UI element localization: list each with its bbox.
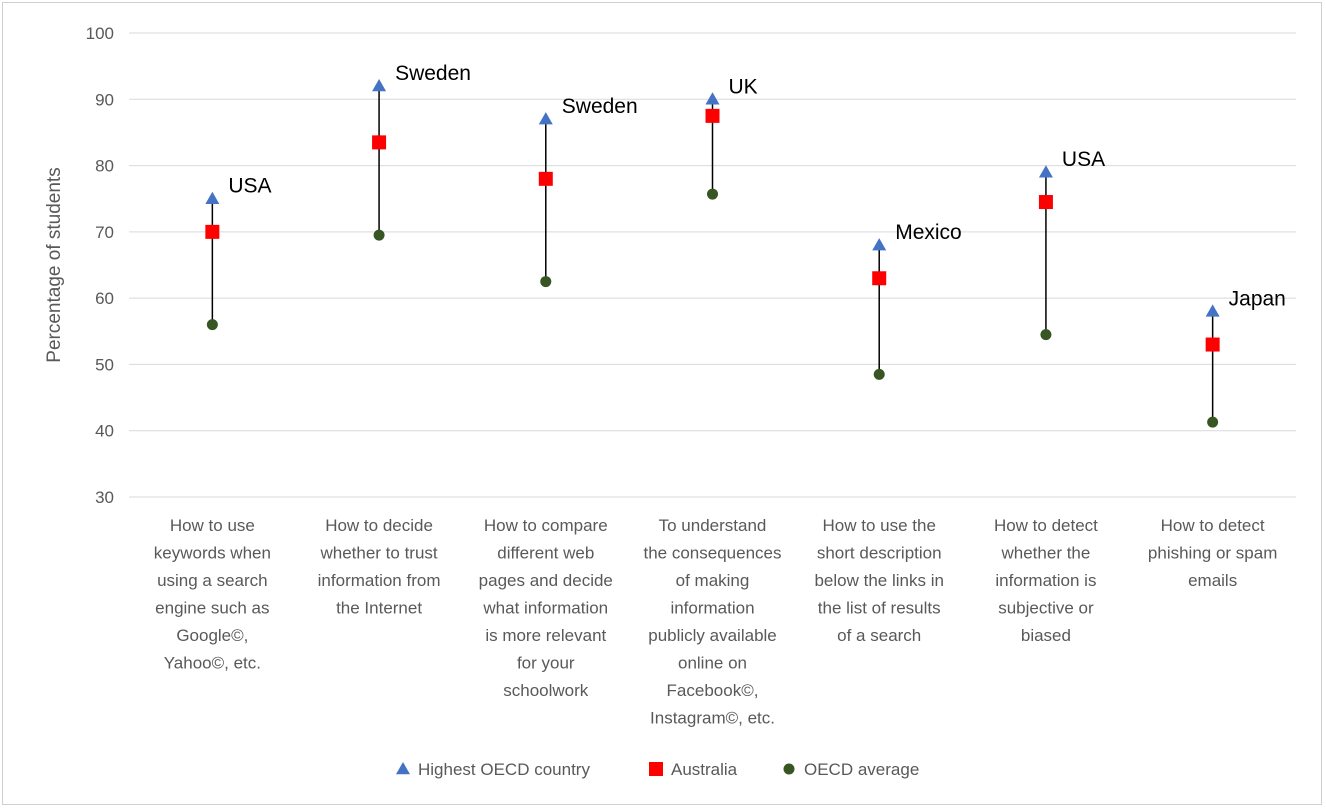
x-tick-label: keywords when <box>154 544 271 563</box>
country-annotation: Sweden <box>395 62 471 85</box>
highest-oecd-point <box>705 92 720 105</box>
australia-point <box>205 224 220 239</box>
australia-point <box>1038 195 1053 210</box>
oecd-average-point <box>540 276 552 288</box>
x-tick-label: using a search <box>157 571 268 590</box>
y-tick-label: 90 <box>95 90 114 109</box>
x-tick-label: the Internet <box>336 599 422 618</box>
x-tick-label: different web <box>497 544 594 563</box>
x-tick-label: short description <box>817 544 942 563</box>
legend-triangle-icon <box>396 762 410 775</box>
x-tick-label: How to use the <box>823 516 936 535</box>
x-tick-label: of a search <box>837 626 921 645</box>
country-annotation: Sweden <box>562 95 638 118</box>
highest-oecd-point <box>205 191 220 204</box>
x-tick-label: information is <box>995 571 1096 590</box>
x-tick-label: pages and decide <box>479 571 613 590</box>
oecd-average-point <box>873 368 885 380</box>
australia-point <box>1205 337 1220 352</box>
x-tick-label: Facebook©, <box>667 681 759 700</box>
country-annotation: UK <box>729 75 758 98</box>
australia-point <box>372 135 387 150</box>
country-annotation: USA <box>228 175 271 198</box>
x-tick-label: Yahoo©, etc. <box>164 654 261 673</box>
x-tick-label: biased <box>1021 626 1071 645</box>
y-tick-label: 80 <box>95 157 114 176</box>
x-tick-label: for your <box>517 654 575 673</box>
y-axis-label: Percentage of students <box>44 167 65 362</box>
legend-label: Highest OECD country <box>418 760 590 779</box>
chart: 30 40 50 60 70 80 90 100 Percentage of students H… <box>44 24 1296 779</box>
legend-label: OECD average <box>804 760 919 779</box>
x-tick-label: emails <box>1188 571 1237 590</box>
australia-point <box>872 271 887 286</box>
x-tick-label: is more relevant <box>485 626 606 645</box>
legend-circle-icon <box>783 763 795 775</box>
y-tick-label: 40 <box>95 422 114 441</box>
australia-point <box>705 108 720 123</box>
x-tick-label: publicly available <box>648 626 777 645</box>
x-tick-label: the list of results <box>818 599 941 618</box>
oecd-average-point <box>707 188 718 200</box>
highest-oecd-point <box>372 79 387 92</box>
x-tick-label: Instagram©, etc. <box>650 709 775 728</box>
legend-square-icon <box>649 762 663 776</box>
x-tick-label: To understand <box>659 516 767 535</box>
x-tick-label: How to detect <box>994 516 1098 535</box>
y-tick-label: 60 <box>95 289 114 308</box>
x-tick-label: How to compare <box>484 516 608 535</box>
x-tick-label: information from <box>318 571 441 590</box>
x-tick-label: How to detect <box>1161 516 1265 535</box>
oecd-average-point <box>1040 329 1052 341</box>
country-annotation: USA <box>1062 148 1105 171</box>
highest-oecd-point <box>538 112 553 125</box>
x-tick-label: schoolwork <box>503 681 589 700</box>
oecd-average-point <box>206 319 218 331</box>
highest-oecd-point <box>872 238 887 251</box>
x-tick-label: subjective or <box>998 599 1094 618</box>
y-tick-label: 100 <box>86 24 114 43</box>
country-annotation: Mexico <box>895 221 962 244</box>
x-tick-label: whether the <box>1001 544 1091 563</box>
x-tick-label: the consequences <box>644 544 782 563</box>
y-tick-label: 70 <box>95 223 114 242</box>
x-tick-label: engine such as <box>155 599 269 618</box>
x-tick-label: How to decide <box>325 516 433 535</box>
x-tick-label: whether to trust <box>319 544 437 563</box>
x-tick-label: Google©, <box>176 626 248 645</box>
x-tick-label: below the links in <box>814 571 943 590</box>
x-tick-label: what information <box>482 599 608 618</box>
x-tick-label: How to use <box>170 516 255 535</box>
australia-point <box>538 171 553 186</box>
y-tick-label: 30 <box>95 488 114 507</box>
x-tick-label: online on <box>678 654 747 673</box>
oecd-average-point <box>1207 416 1219 428</box>
oecd-average-point <box>373 229 385 241</box>
highest-oecd-point <box>1205 304 1220 317</box>
y-tick-label: 50 <box>95 355 114 374</box>
x-tick-label: information <box>670 599 754 618</box>
legend-label: Australia <box>671 760 738 779</box>
x-tick-label: of making <box>676 571 750 590</box>
country-annotation: Japan <box>1229 287 1286 310</box>
x-tick-label: phishing or spam <box>1148 544 1277 563</box>
highest-oecd-point <box>1038 165 1053 178</box>
